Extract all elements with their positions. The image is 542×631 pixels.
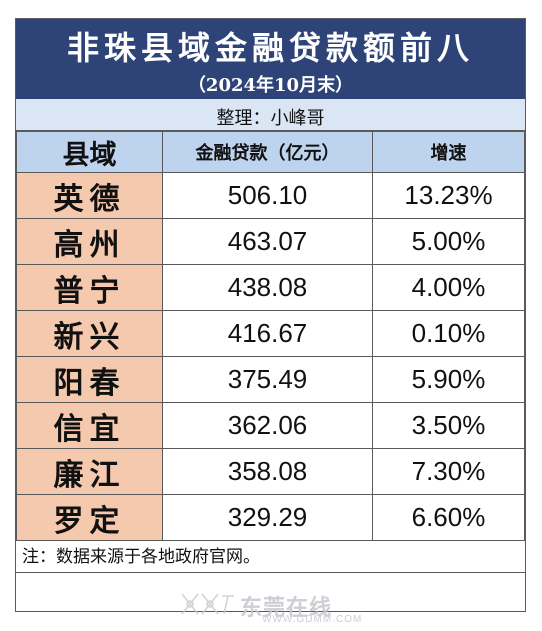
loan-cell: 506.10	[162, 172, 373, 219]
source-note-row: 注：数据来源于各地政府官网。	[16, 539, 525, 573]
loan-cell: 375.49	[162, 356, 373, 403]
growth-cell: 5.00%	[372, 218, 525, 265]
growth-cell: 6.60%	[372, 494, 525, 541]
ranking-card: 非珠县域金融贷款额前八 （2024年10月末） 整理：小峰哥 县域 金融贷款（亿…	[15, 18, 526, 612]
source-note: 注：数据来源于各地政府官网。	[22, 547, 260, 567]
editor-banner: 整理：小峰哥	[16, 99, 525, 131]
table-row: 廉江 358.08 7.30%	[16, 448, 525, 495]
column-header-county: 县域	[16, 131, 163, 173]
column-header-growth: 增速	[372, 131, 525, 173]
loan-cell: 358.08	[162, 448, 373, 495]
county-cell: 普宁	[16, 264, 163, 311]
table-row: 英德 506.10 13.23%	[16, 172, 525, 219]
county-cell: 高州	[16, 218, 163, 265]
county-cell: 新兴	[16, 310, 163, 357]
page-title: 非珠县域金融贷款额前八	[66, 29, 474, 67]
loan-cell: 438.08	[162, 264, 373, 311]
table-row: 普宁 438.08 4.00%	[16, 264, 525, 311]
growth-cell: 3.50%	[372, 402, 525, 449]
growth-cell: 13.23%	[372, 172, 525, 219]
growth-cell: 4.00%	[372, 264, 525, 311]
table-row: 信宜 362.06 3.50%	[16, 402, 525, 449]
table-header-row: 县域 金融贷款（亿元） 增速	[16, 131, 525, 173]
loan-cell: 329.29	[162, 494, 373, 541]
watermark-url: WWW.GDMM.COM	[262, 614, 363, 625]
watermark-text: 东莞在线	[240, 595, 333, 620]
growth-cell: 5.90%	[372, 356, 525, 403]
growth-cell: 7.30%	[372, 448, 525, 495]
table-row: 新兴 416.67 0.10%	[16, 310, 525, 357]
loan-cell: 463.07	[162, 218, 373, 265]
county-cell: 阳春	[16, 356, 163, 403]
loan-cell: 362.06	[162, 402, 373, 449]
column-header-loan: 金融贷款（亿元）	[162, 131, 373, 173]
editor-credit: 整理：小峰哥	[216, 108, 325, 129]
loan-cell: 416.67	[162, 310, 373, 357]
county-cell: 英德	[16, 172, 163, 219]
county-cell: 罗定	[16, 494, 163, 541]
county-cell: 廉江	[16, 448, 163, 495]
table-row: 罗定 329.29 6.60%	[16, 494, 525, 541]
loan-table: 县域 金融贷款（亿元） 增速 英德 506.10 13.23% 高州 463.0…	[16, 131, 525, 541]
table-row: 高州 463.07 5.00%	[16, 218, 525, 265]
growth-cell: 0.10%	[372, 310, 525, 357]
watermark-logo-icon	[181, 593, 234, 615]
table-row: 阳春 375.49 5.90%	[16, 356, 525, 403]
county-cell: 信宜	[16, 402, 163, 449]
page-subtitle: （2024年10月末）	[187, 75, 354, 96]
watermark: 东莞在线 WWW.GDMM.COM	[178, 588, 378, 628]
title-banner: 非珠县域金融贷款额前八 （2024年10月末）	[16, 19, 525, 99]
